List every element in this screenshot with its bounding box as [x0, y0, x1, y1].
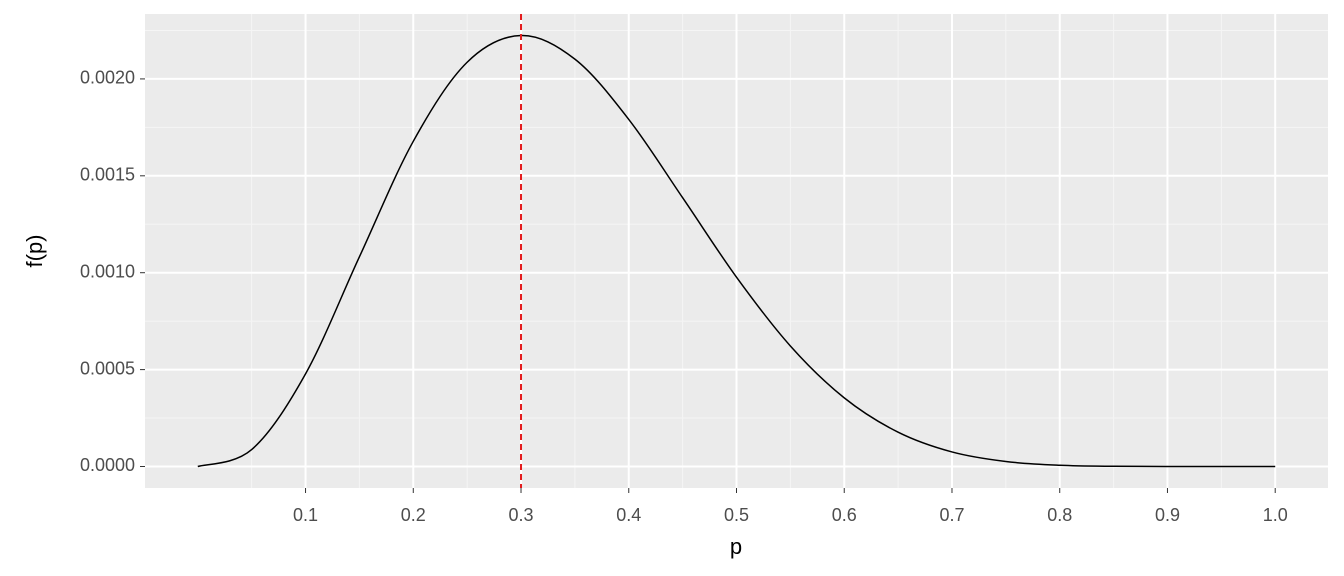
x-tick-label: 0.1	[293, 505, 318, 525]
x-tick-label: 0.3	[509, 505, 534, 525]
x-tick-label: 0.8	[1047, 505, 1072, 525]
y-tick-label: 0.0015	[80, 165, 135, 185]
x-tick-label: 0.2	[401, 505, 426, 525]
y-tick-label: 0.0000	[80, 455, 135, 475]
x-axis-label: p	[730, 534, 742, 559]
x-tick-label: 0.5	[724, 505, 749, 525]
y-tick-label: 0.0020	[80, 68, 135, 88]
x-tick-label: 0.6	[832, 505, 857, 525]
x-tick-label: 0.9	[1155, 505, 1180, 525]
y-tick-label: 0.0010	[80, 261, 135, 281]
line	[197, 34, 1276, 468]
y-tick-label: 0.0005	[80, 358, 135, 378]
x-tick-label: 0.4	[616, 505, 641, 525]
x-tick-label: 1.0	[1263, 505, 1288, 525]
x-tick-label: 0.7	[939, 505, 964, 525]
y-axis-label: f(p)	[22, 235, 47, 268]
